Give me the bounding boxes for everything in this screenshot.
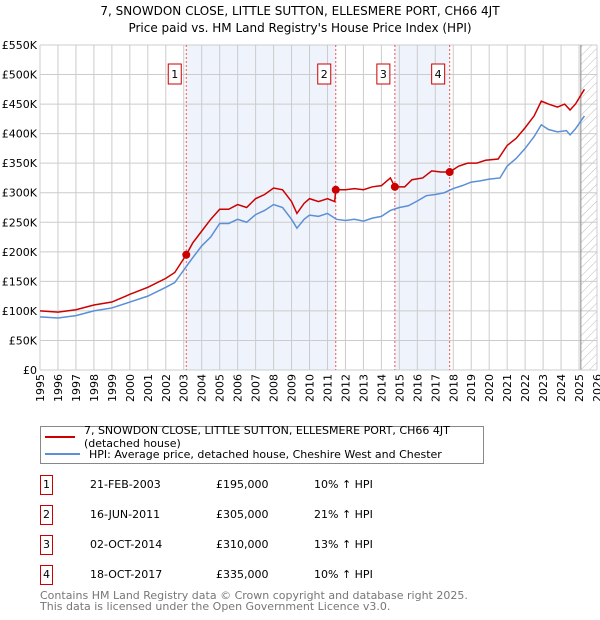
sale-hpi-diff: 13% ↑ HPI (314, 538, 373, 551)
footer-line: This data is licensed under the Open Gov… (40, 600, 391, 613)
x-tick-label: 2018 (447, 374, 460, 402)
sale-marker-box (317, 63, 332, 85)
sale-price: £335,000 (216, 568, 269, 581)
x-tick-label: 2014 (375, 374, 388, 402)
sale-price: £305,000 (216, 508, 269, 521)
x-tick-label: 2019 (465, 374, 478, 402)
x-tick-label: 2021 (501, 374, 514, 402)
price-chart: 1995 1996 1997 1998 1999 2000 2001 2002 2003 2004… (2, 39, 600, 402)
sale-point (390, 182, 399, 191)
y-tick-label: £450K (2, 98, 38, 111)
x-tick-label: 2006 (232, 374, 245, 402)
sale-row: 1 21-FEB-2003 £195,000 10% ↑ HPI (40, 475, 540, 495)
sale-price: £310,000 (216, 538, 269, 551)
y-tick-label: £100K (2, 305, 38, 318)
sale-marker-label: 2 (321, 68, 328, 81)
x-tick-label: 2015 (393, 374, 406, 402)
sale-row: 3 02-OCT-2014 £310,000 13% ↑ HPI (40, 535, 540, 555)
x-tick-label: 2007 (250, 374, 263, 402)
x-tick-label: 1998 (88, 374, 101, 402)
x-tick-label: 2010 (304, 374, 317, 402)
shaded-period (394, 45, 450, 370)
x-tick-label: 2026 (591, 374, 600, 402)
sale-hpi-diff: 21% ↑ HPI (314, 508, 373, 521)
x-tick-label: 2003 (178, 374, 191, 402)
forecast-hatch (580, 45, 597, 370)
x-tick-label: 2011 (321, 374, 334, 402)
x-tick-label: 2008 (268, 374, 281, 402)
sale-marker-box (431, 63, 446, 85)
y-tick-label: £0 (23, 364, 37, 377)
property-line (39, 88, 586, 313)
legend-label: 7, SNOWDON CLOSE, LITTLE SUTTON, ELLESME… (83, 424, 450, 450)
x-tick-label: 2025 (573, 374, 586, 402)
x-tick-label: 2002 (160, 374, 173, 402)
chart-subtitle: Price paid vs. HM Land Registry's House … (128, 21, 472, 35)
x-tick-label: 2013 (357, 374, 370, 402)
hpi-line (39, 115, 586, 319)
x-tick-label: 2016 (411, 374, 424, 402)
sale-marker-box: 4 (40, 565, 53, 585)
sale-marker-box: 2 (40, 505, 53, 525)
sale-date: 16-JUN-2011 (90, 508, 161, 521)
sale-date: 18-OCT-2017 (90, 568, 163, 581)
x-tick-label: 2023 (537, 374, 550, 402)
legend-swatch-blue (45, 453, 80, 455)
x-tick-label: 2012 (339, 374, 352, 402)
x-tick-label: 1999 (106, 374, 119, 402)
x-tick-label: 1995 (34, 374, 47, 402)
sale-point (331, 185, 340, 194)
y-tick-label: £550K (2, 39, 38, 52)
sale-marker-label: 1 (171, 68, 178, 81)
y-tick-label: £200K (2, 246, 38, 259)
sale-point (182, 250, 191, 259)
sale-marker-box: 3 (40, 535, 53, 555)
legend-item-hpi: HPI: Average price, detached house, Ches… (45, 446, 442, 462)
x-tick-label: 2017 (429, 374, 442, 402)
y-tick-label: £300K (2, 187, 38, 200)
legend-item-property: 7, SNOWDON CLOSE, LITTLE SUTTON, ELLESME… (45, 424, 483, 450)
legend-label: HPI: Average price, detached house, Ches… (89, 447, 442, 461)
y-tick-label: £250K (2, 216, 38, 229)
sale-hpi-diff: 10% ↑ HPI (314, 478, 373, 491)
footer: Contains HM Land Registry data © Crown c… (40, 590, 468, 612)
sale-hpi-diff: 10% ↑ HPI (314, 568, 373, 581)
y-tick-label: £150K (2, 275, 38, 288)
sale-price: £195,000 (216, 478, 269, 491)
x-tick-label: 1997 (70, 374, 83, 402)
sale-date: 02-OCT-2014 (90, 538, 163, 551)
sale-marker-label: 3 (380, 68, 387, 81)
shaded-period (186, 45, 336, 370)
x-tick-label: 1996 (52, 374, 65, 402)
x-tick-label: 2005 (214, 374, 227, 402)
footer-line: Contains HM Land Registry data © Crown c… (40, 589, 468, 602)
sale-marker-box (376, 63, 391, 85)
y-tick-label: £350K (2, 157, 38, 170)
y-tick-label: £50K (9, 334, 38, 347)
x-tick-label: 2022 (519, 374, 532, 402)
x-tick-label: 2024 (555, 374, 568, 402)
y-tick-label: £400K (2, 128, 38, 141)
sale-marker-box (167, 63, 182, 85)
x-tick-label: 2009 (286, 374, 299, 402)
y-tick-label: £500K (2, 69, 38, 82)
x-tick-label: 2000 (124, 374, 137, 402)
legend-swatch-red (45, 436, 75, 438)
sale-row: 2 16-JUN-2011 £305,000 21% ↑ HPI (40, 505, 540, 525)
sale-point (445, 168, 454, 177)
sale-marker-box: 1 (40, 475, 53, 495)
x-tick-label: 2001 (142, 374, 155, 402)
x-tick-label: 2020 (483, 374, 496, 402)
sale-date: 21-FEB-2003 (90, 478, 161, 491)
chart-title: 7, SNOWDON CLOSE, LITTLE SUTTON, ELLESME… (100, 4, 500, 18)
sale-marker-label: 4 (435, 68, 442, 81)
x-tick-label: 2004 (196, 374, 209, 402)
legend: 7, SNOWDON CLOSE, LITTLE SUTTON, ELLESME… (40, 424, 484, 464)
sale-row: 4 18-OCT-2017 £335,000 10% ↑ HPI (40, 565, 540, 585)
